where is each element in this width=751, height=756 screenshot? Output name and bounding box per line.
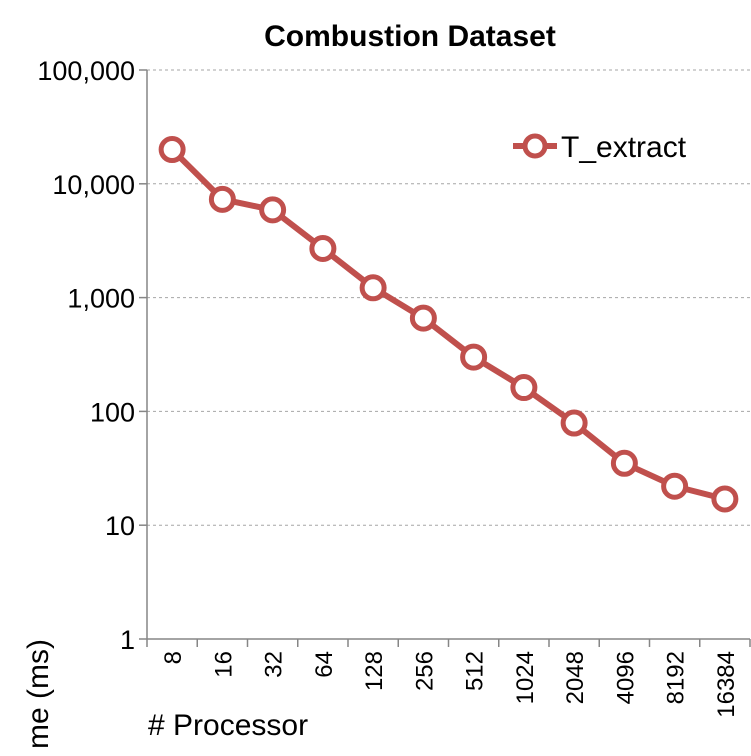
x-tick-label: 8192 — [663, 651, 690, 704]
data-point — [711, 485, 739, 513]
data-point — [510, 374, 538, 402]
x-tick-label: 128 — [361, 651, 388, 691]
legend: T_extract — [513, 131, 687, 164]
data-point — [259, 196, 287, 224]
x-tick-label: 16 — [210, 651, 237, 678]
gridlines — [139, 69, 750, 640]
y-tick-labels: 1 10 100 1,000 10,000 100,000 — [37, 56, 135, 655]
legend-marker-icon — [522, 133, 548, 159]
legend-label: T_extract — [561, 131, 687, 164]
x-tick-label: 8 — [160, 651, 187, 664]
data-point — [560, 409, 588, 437]
y-tick-label: 10,000 — [52, 170, 135, 200]
y-tick-label: 10 — [105, 511, 135, 541]
x-tick-label: 4096 — [612, 651, 639, 704]
x-axis-label: # Processor — [148, 709, 308, 742]
y-tick-label: 100 — [90, 397, 135, 427]
x-tick-labels: 8 16 32 64 128 256 512 1024 2048 4096 8192 16384 — [146, 639, 751, 718]
x-tick-label: 256 — [411, 651, 438, 691]
x-tick-label: 16384 — [713, 651, 740, 718]
data-point — [460, 343, 488, 371]
data-point — [409, 304, 437, 332]
x-tick-label: 1024 — [512, 651, 539, 704]
series-line — [170, 147, 726, 502]
chart-title: Combustion Dataset — [264, 20, 556, 53]
data-point — [158, 136, 186, 164]
series-layer — [158, 136, 739, 513]
x-tick-label: 2048 — [562, 651, 589, 704]
data-point — [661, 472, 689, 500]
y-axis-label: Time (ms) — [22, 639, 55, 751]
x-tick-label: 64 — [311, 651, 338, 678]
x-tick-label: 32 — [261, 651, 288, 678]
y-tick-label: 1,000 — [67, 284, 135, 314]
y-tick-label: 100,000 — [37, 56, 135, 86]
data-point — [359, 274, 387, 302]
data-point — [208, 185, 236, 213]
data-point — [309, 235, 337, 263]
x-tick-label: 512 — [462, 651, 489, 691]
data-point — [610, 449, 638, 477]
y-tick-label: 1 — [120, 625, 135, 655]
